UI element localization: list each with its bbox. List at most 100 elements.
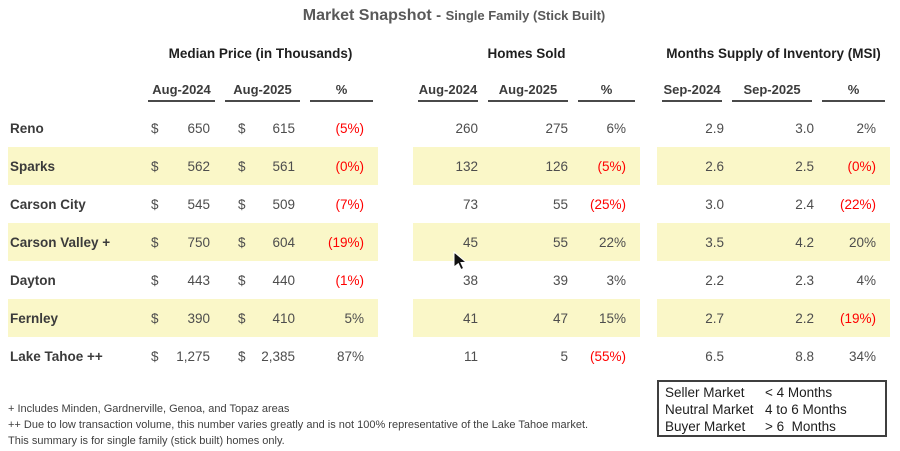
footnote-carson-valley: + Includes Minden, Gardnerville, Genoa, … xyxy=(8,403,290,415)
col-header-label: Sep-2025 xyxy=(732,82,812,102)
median-price-aug-2025-cell: $ 509 xyxy=(220,185,305,223)
col-header-mp-aug-2024: Aug-2024 xyxy=(143,82,220,104)
region-label: Carson City xyxy=(10,196,86,212)
median-price-aug-2024-cell: $ 562 xyxy=(143,147,220,185)
title-separator: - xyxy=(436,7,442,24)
msi-sep-2025-cell: 2.4 xyxy=(795,196,814,212)
median-price-value: 443 xyxy=(187,272,210,288)
footnotes: + Includes Minden, Gardnerville, Genoa, … xyxy=(8,401,900,449)
legend-value: < 4 Months xyxy=(765,385,833,400)
msi-sep-2025-cell: 8.8 xyxy=(795,348,814,364)
col-header-msi-sep-2025: Sep-2025 xyxy=(727,82,817,104)
msi-sep-2024-cell: 6.5 xyxy=(705,348,724,364)
homes-sold-aug-2024-cell: 73 xyxy=(462,196,478,212)
col-header-label: Aug-2025 xyxy=(225,82,300,102)
legend-label: Neutral Market xyxy=(665,402,754,417)
col-header-msi-pct: % xyxy=(817,82,890,104)
median-price-aug-2025-cell: $ 615 xyxy=(220,109,305,147)
median-price-value: 615 xyxy=(272,120,295,136)
median-price-value: 1,275 xyxy=(176,348,210,364)
legend-row-buyer: Buyer Market > 6 Months xyxy=(665,418,885,435)
currency-symbol: $ xyxy=(238,310,246,326)
median-price-aug-2024-cell: $ 650 xyxy=(143,109,220,147)
section-gap xyxy=(378,185,413,223)
homes-sold-aug-2025-cell: 39 xyxy=(552,272,568,288)
median-price-pct-cell: 5% xyxy=(305,299,378,337)
legend-value: > 6 Months xyxy=(765,419,836,434)
homes-sold-pct-cell: 6% xyxy=(606,120,626,136)
median-price-aug-2024-cell: $ 443 xyxy=(143,261,220,299)
median-price-value: 561 xyxy=(272,158,295,174)
table-row: Fernley $ 390 $ 410 5% 41 47 15% 2.7 2.2… xyxy=(8,299,900,337)
title-main: Market Snapshot xyxy=(302,7,432,24)
footnote-summary: This summary is for single family (stick… xyxy=(8,435,285,447)
legend-row-seller: Seller Market < 4 Months xyxy=(665,384,885,401)
median-price-aug-2024-cell: $ 390 xyxy=(143,299,220,337)
homes-sold-aug-2024-cell: 41 xyxy=(413,299,483,337)
col-header-label: Aug-2024 xyxy=(418,82,478,102)
median-price-pct-cell: (5%) xyxy=(335,120,364,136)
median-price-value: 562 xyxy=(187,158,210,174)
col-header-label: % xyxy=(822,82,885,102)
region-label: Fernley xyxy=(8,299,143,337)
homes-sold-aug-2024-cell: 11 xyxy=(463,348,478,364)
homes-sold-aug-2024-cell: 38 xyxy=(462,272,478,288)
homes-sold-aug-2025-cell: 55 xyxy=(483,223,573,261)
msi-pct-cell: 2% xyxy=(856,120,876,136)
col-header-hs-pct: % xyxy=(573,82,640,104)
msi-sep-2025-cell: 4.2 xyxy=(727,223,817,261)
currency-symbol: $ xyxy=(151,196,159,212)
homes-sold-pct-cell: 15% xyxy=(573,299,640,337)
currency-symbol: $ xyxy=(238,196,246,212)
median-price-aug-2024-cell: $ 1,275 xyxy=(143,337,220,375)
currency-symbol: $ xyxy=(238,234,246,250)
median-price-pct-cell: (7%) xyxy=(335,196,364,212)
section-gap xyxy=(378,261,413,299)
homes-sold-aug-2025-cell: 275 xyxy=(545,120,568,136)
section-gap xyxy=(378,299,413,337)
col-header-label: Aug-2025 xyxy=(488,82,568,102)
msi-sep-2025-cell: 2.2 xyxy=(727,299,817,337)
table-row: Sparks $ 562 $ 561 (0%) 132 126 (5%) 2.6… xyxy=(8,147,900,185)
msi-sep-2024-cell: 2.7 xyxy=(657,299,727,337)
legend-row-neutral: Neutral Market 4 to 6 Months xyxy=(665,401,885,418)
legend-label: Buyer Market xyxy=(665,419,746,434)
currency-symbol: $ xyxy=(238,120,246,136)
homes-sold-aug-2025-cell: 55 xyxy=(552,196,568,212)
currency-symbol: $ xyxy=(151,348,159,364)
homes-sold-aug-2025-cell: 47 xyxy=(483,299,573,337)
currency-symbol: $ xyxy=(238,348,246,364)
currency-symbol: $ xyxy=(151,272,159,288)
median-price-aug-2025-cell: $ 2,385 xyxy=(220,337,305,375)
table-row: Lake Tahoe ++ $ 1,275 $ 2,385 87% 11 5 (… xyxy=(8,337,900,375)
median-price-value: 390 xyxy=(187,310,210,326)
median-price-pct-cell: (19%) xyxy=(305,223,378,261)
section-gap xyxy=(640,185,657,223)
col-header-label: Sep-2024 xyxy=(662,82,722,102)
table-row: Carson City $ 545 $ 509 (7%) 73 55 (25%)… xyxy=(8,185,900,223)
msi-pct-cell: 4% xyxy=(856,272,876,288)
homes-sold-pct-cell: 3% xyxy=(606,272,626,288)
section-header-median-price: Median Price (in Thousands) xyxy=(168,46,353,61)
region-label: Reno xyxy=(10,120,44,136)
col-header-hs-aug-2024: Aug-2024 xyxy=(413,82,483,104)
section-gap xyxy=(378,147,413,185)
section-gap xyxy=(640,337,657,375)
median-price-aug-2025-cell: $ 604 xyxy=(220,223,305,261)
currency-symbol: $ xyxy=(151,120,159,136)
homes-sold-aug-2024-cell: 45 xyxy=(413,223,483,261)
median-price-value: 410 xyxy=(272,310,295,326)
median-price-value: 509 xyxy=(272,196,295,212)
median-price-pct-cell: 87% xyxy=(336,348,364,364)
msi-sep-2025-cell: 3.0 xyxy=(795,120,814,136)
col-header-mp-aug-2025: Aug-2025 xyxy=(220,82,305,104)
currency-symbol: $ xyxy=(151,158,159,174)
region-label: Lake Tahoe ++ xyxy=(10,348,103,364)
legend-label: Seller Market xyxy=(665,385,745,400)
msi-sep-2024-cell: 3.5 xyxy=(657,223,727,261)
section-gap xyxy=(640,223,657,261)
median-price-pct-cell: (1%) xyxy=(335,272,364,288)
col-header-label: % xyxy=(310,82,373,102)
col-header-msi-sep-2024: Sep-2024 xyxy=(657,82,727,104)
